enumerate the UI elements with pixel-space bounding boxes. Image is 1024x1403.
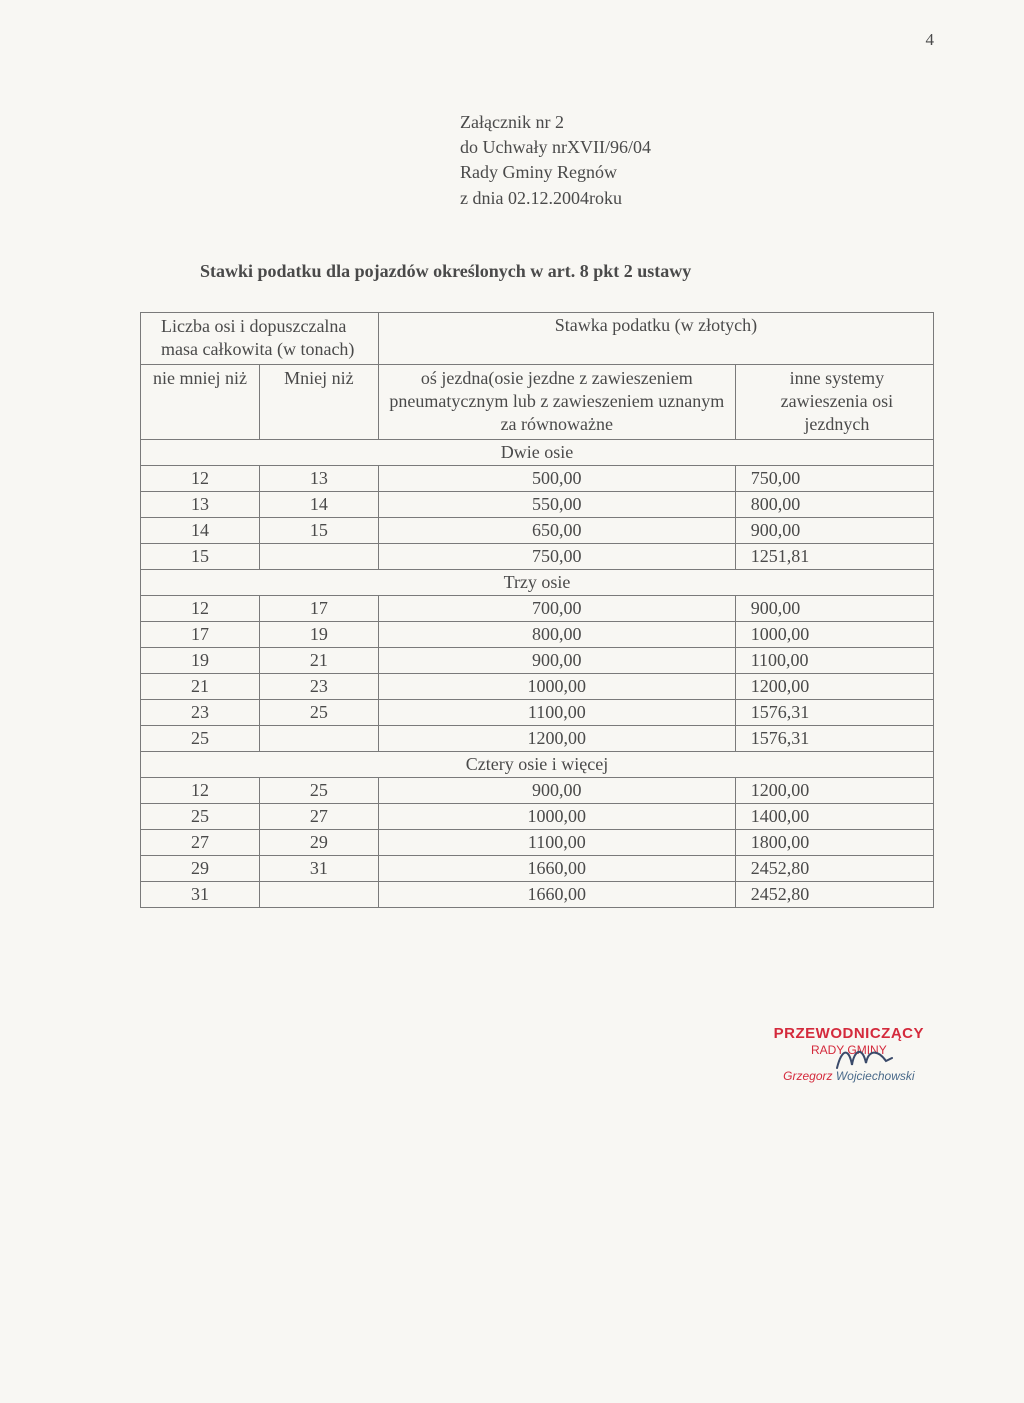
table-cell: 1200,00 — [378, 725, 735, 751]
attachment-header: Załącznik nr 2 do Uchwały nrXVII/96/04 R… — [460, 110, 934, 211]
table-cell: 19 — [141, 647, 260, 673]
table-cell: 23 — [141, 699, 260, 725]
table-cell: 900,00 — [735, 595, 933, 621]
table-cell: 1400,00 — [735, 803, 933, 829]
table-cell: 1000,00 — [378, 673, 735, 699]
table-row: 1719800,001000,00 — [141, 621, 934, 647]
signature-scrawl-icon — [834, 1043, 894, 1073]
table-cell: 31 — [141, 881, 260, 907]
table-cell: 12 — [141, 465, 260, 491]
table-header-right: Stawka podatku (w złotych) — [378, 312, 933, 364]
table-row: 1213500,00750,00 — [141, 465, 934, 491]
table-cell: 900,00 — [378, 777, 735, 803]
document-subtitle: Stawki podatku dla pojazdów określonych … — [200, 261, 934, 282]
table-cell: 27 — [259, 803, 378, 829]
table-cell: 800,00 — [735, 491, 933, 517]
table-cell: 2452,80 — [735, 881, 933, 907]
table-subheader-d: inne systemy zawieszenia osi jezdnych — [735, 364, 933, 439]
tax-rates-table: Liczba osi i dopuszczalna masa całkowita… — [140, 312, 934, 908]
table-cell: 2452,80 — [735, 855, 933, 881]
table-cell — [259, 543, 378, 569]
table-cell: 1000,00 — [378, 803, 735, 829]
table-cell: 800,00 — [378, 621, 735, 647]
table-row: 25 1200,001576,31 — [141, 725, 934, 751]
table-cell: 19 — [259, 621, 378, 647]
table-cell: 29 — [141, 855, 260, 881]
attachment-line-2: do Uchwały nrXVII/96/04 — [460, 135, 934, 160]
table-row: 29311660,002452,80 — [141, 855, 934, 881]
table-cell: 750,00 — [735, 465, 933, 491]
table-row: 27291100,001800,00 — [141, 829, 934, 855]
table-cell: 1100,00 — [378, 699, 735, 725]
table-cell: 15 — [259, 517, 378, 543]
table-cell: 14 — [141, 517, 260, 543]
table-row: 1217700,00900,00 — [141, 595, 934, 621]
section-header-3: Cztery osie i więcej — [141, 751, 934, 777]
table-cell: 1576,31 — [735, 725, 933, 751]
table-subheader-a: nie mniej niż — [141, 364, 260, 439]
table-cell: 25 — [141, 725, 260, 751]
table-cell: 23 — [259, 673, 378, 699]
table-cell: 1100,00 — [378, 829, 735, 855]
table-row: 1415650,00900,00 — [141, 517, 934, 543]
table-row: 1314550,00800,00 — [141, 491, 934, 517]
table-cell: 13 — [259, 465, 378, 491]
table-cell — [259, 725, 378, 751]
table-cell: 1100,00 — [735, 647, 933, 673]
table-cell: 31 — [259, 855, 378, 881]
attachment-line-4: z dnia 02.12.2004roku — [460, 186, 934, 211]
table-cell: 1660,00 — [378, 881, 735, 907]
table-cell: 12 — [141, 777, 260, 803]
table-subheader-b: Mniej niż — [259, 364, 378, 439]
signature-block: PRZEWODNICZĄCY RADY GMINY Grzegorz Wojci… — [774, 1025, 924, 1083]
table-cell: 17 — [141, 621, 260, 647]
table-cell: 12 — [141, 595, 260, 621]
table-row: 15 750,001251,81 — [141, 543, 934, 569]
attachment-line-1: Załącznik nr 2 — [460, 110, 934, 135]
table-row: 31 1660,002452,80 — [141, 881, 934, 907]
table-cell: 25 — [141, 803, 260, 829]
table-row: 25271000,001400,00 — [141, 803, 934, 829]
table-cell: 500,00 — [378, 465, 735, 491]
table-cell: 13 — [141, 491, 260, 517]
table-cell: 14 — [259, 491, 378, 517]
table-cell: 650,00 — [378, 517, 735, 543]
table-cell: 25 — [259, 777, 378, 803]
table-cell: 25 — [259, 699, 378, 725]
table-cell: 1251,81 — [735, 543, 933, 569]
section-header-2: Trzy osie — [141, 569, 934, 595]
table-cell: 29 — [259, 829, 378, 855]
table-cell: 1800,00 — [735, 829, 933, 855]
table-subheader-c: oś jezdna(osie jezdne z zawieszeniem pne… — [378, 364, 735, 439]
table-cell: 15 — [141, 543, 260, 569]
table-cell: 550,00 — [378, 491, 735, 517]
table-cell: 1660,00 — [378, 855, 735, 881]
table-cell: 1200,00 — [735, 673, 933, 699]
table-cell: 27 — [141, 829, 260, 855]
table-header-left: Liczba osi i dopuszczalna masa całkowita… — [141, 312, 379, 364]
attachment-line-3: Rady Gminy Regnów — [460, 160, 934, 185]
table-row: 21231000,001200,00 — [141, 673, 934, 699]
table-cell — [259, 881, 378, 907]
table-cell: 1000,00 — [735, 621, 933, 647]
table-cell: 700,00 — [378, 595, 735, 621]
table-cell: 750,00 — [378, 543, 735, 569]
table-cell: 21 — [259, 647, 378, 673]
table-row: 1921900,001100,00 — [141, 647, 934, 673]
table-cell: 900,00 — [735, 517, 933, 543]
page-number: 4 — [926, 30, 935, 50]
table-cell: 21 — [141, 673, 260, 699]
table-cell: 1576,31 — [735, 699, 933, 725]
table-cell: 17 — [259, 595, 378, 621]
section-header-1: Dwie osie — [141, 439, 934, 465]
table-cell: 1200,00 — [735, 777, 933, 803]
table-cell: 900,00 — [378, 647, 735, 673]
table-row: 1225900,001200,00 — [141, 777, 934, 803]
table-row: 23251100,001576,31 — [141, 699, 934, 725]
signature-title: PRZEWODNICZĄCY — [774, 1025, 924, 1042]
